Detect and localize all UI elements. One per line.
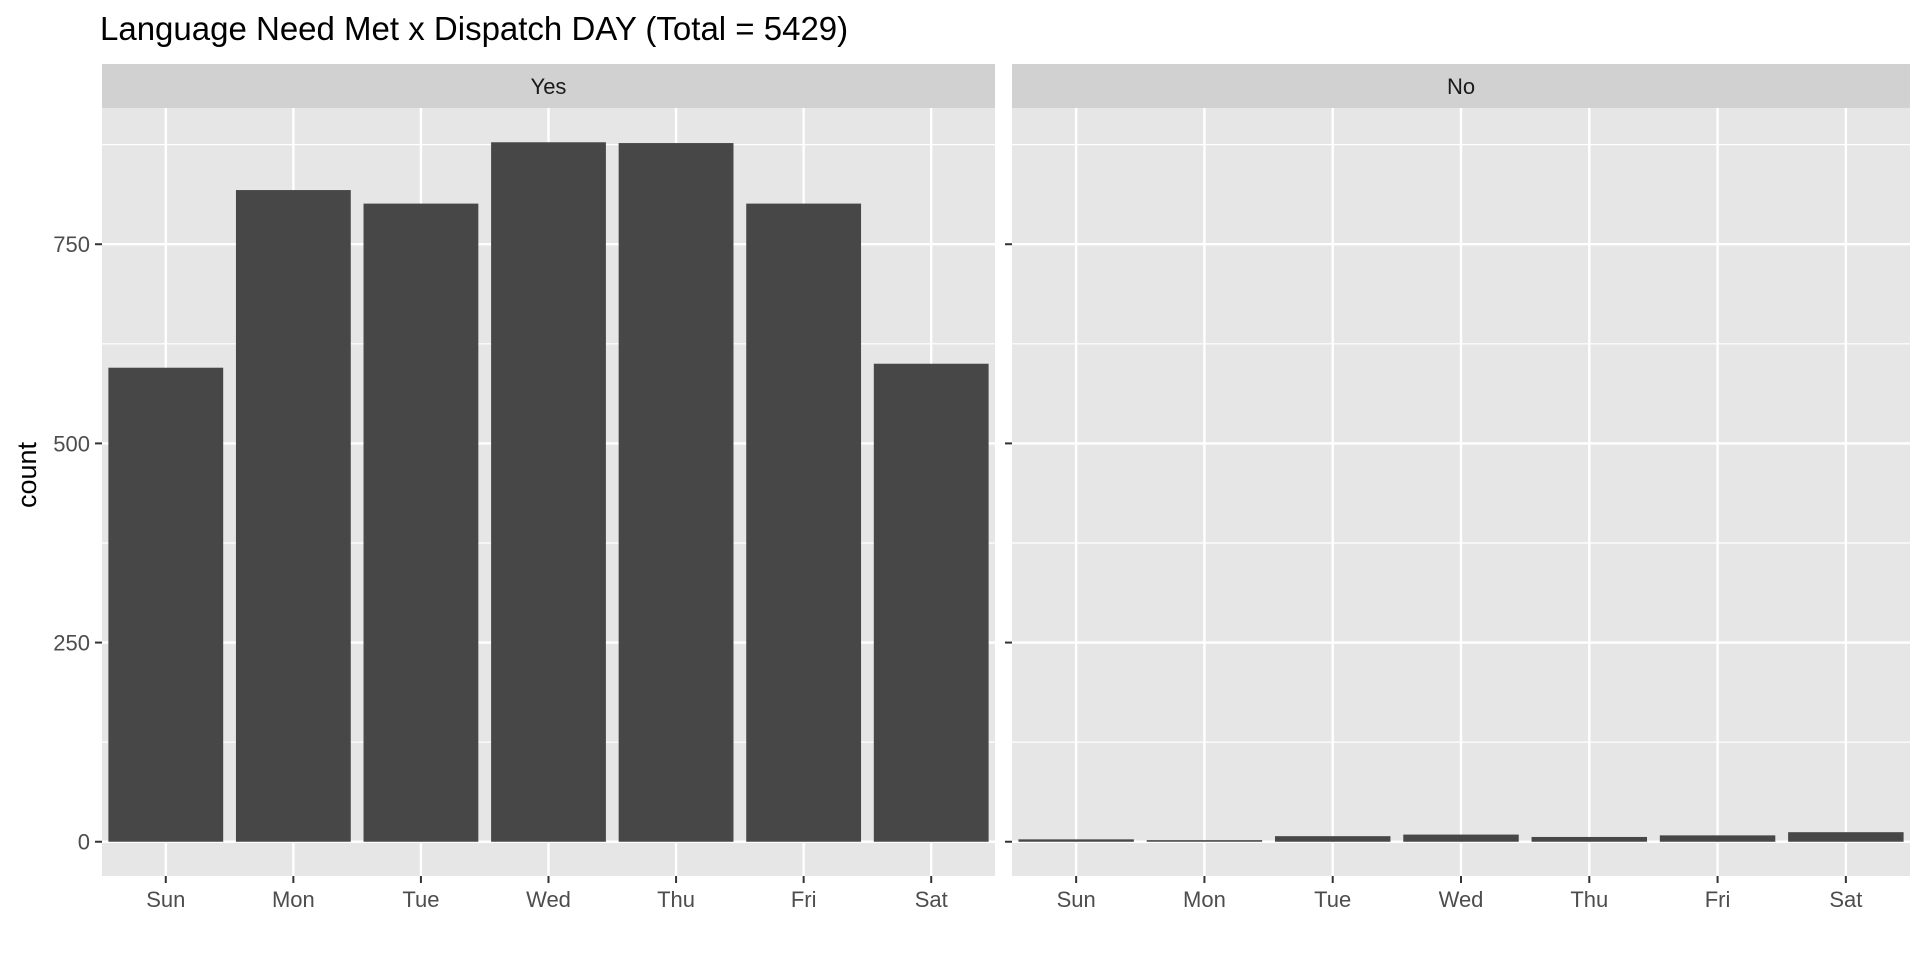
y-tick-label: 500	[53, 431, 90, 456]
bar-fri	[746, 203, 862, 842]
x-tick-label: Wed	[1439, 887, 1484, 912]
x-tick-label: Thu	[1570, 887, 1608, 912]
facet-strip-label: Yes	[531, 74, 567, 99]
facet-strip	[1012, 64, 1910, 108]
bar-mon	[235, 190, 351, 842]
bar-wed	[1403, 834, 1519, 842]
bar-fri	[1659, 835, 1776, 842]
x-tick-label: Tue	[1314, 887, 1351, 912]
plot-area: Yes Sun Mon Tue Wed Thu Fri Sat No Sun Mon Tue Wed Th…	[53, 64, 1910, 912]
bar-thu	[1531, 836, 1648, 842]
bar-sat	[1788, 832, 1904, 842]
bar-tue	[363, 203, 479, 842]
y-axis-title: count	[12, 441, 42, 508]
bar-thu	[618, 143, 734, 842]
facet-strip	[102, 64, 995, 108]
bar-mon	[1146, 840, 1263, 842]
x-tick-label: Fri	[1705, 887, 1731, 912]
x-tick-label: Fri	[791, 887, 817, 912]
facet-strip-label: No	[1447, 74, 1475, 99]
y-tick-labels: 0 250 500 750	[53, 232, 90, 855]
x-tick-label: Sat	[1829, 887, 1862, 912]
y-tick-label: 750	[53, 232, 90, 257]
y-tick-label: 250	[53, 631, 90, 656]
x-tick-label: Mon	[272, 887, 315, 912]
x-tick-label: Thu	[657, 887, 695, 912]
x-tick-label: Sun	[146, 887, 185, 912]
x-tick-label: Sat	[915, 887, 948, 912]
facet-panel-yes: Yes Sun Mon Tue Wed Thu Fri Sat	[95, 64, 995, 912]
facet-panel-no: No Sun Mon Tue Wed Thu Fri Sat	[1005, 64, 1910, 912]
chart-title: Language Need Met x Dispatch DAY (Total …	[100, 10, 848, 47]
bar-tue	[1274, 836, 1391, 842]
x-tick-label: Tue	[402, 887, 439, 912]
x-tick-label: Mon	[1183, 887, 1226, 912]
bar-sun	[108, 367, 224, 842]
bar-sun	[1018, 839, 1134, 842]
bar-sat	[873, 363, 989, 842]
x-tick-label: Sun	[1057, 887, 1096, 912]
x-tick-label: Wed	[526, 887, 571, 912]
bar-wed	[491, 142, 606, 842]
y-tick-label: 0	[78, 830, 90, 855]
